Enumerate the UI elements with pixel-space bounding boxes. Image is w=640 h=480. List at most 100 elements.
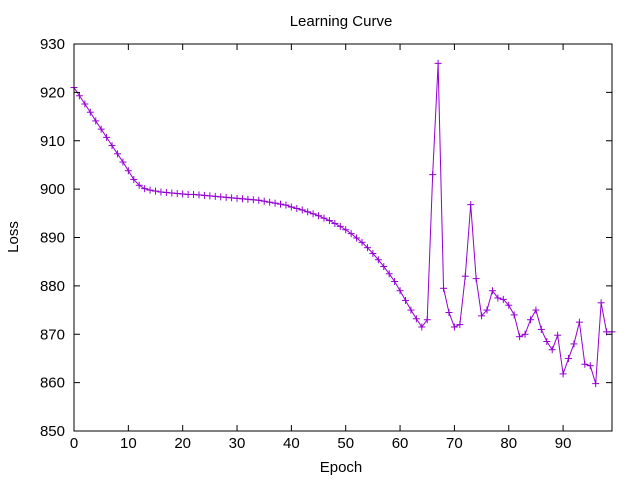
data-point bbox=[597, 299, 605, 307]
data-point bbox=[86, 108, 94, 116]
y-tick-label: 900 bbox=[40, 181, 65, 198]
data-point bbox=[266, 198, 274, 206]
data-point bbox=[342, 226, 350, 234]
data-point bbox=[434, 59, 442, 67]
tick-layer: 0 10 20 30 40 50 60 70 80 90 850 860 870 880 890 900 910… bbox=[40, 36, 612, 452]
data-point bbox=[521, 330, 529, 338]
x-axis-title: Epoch bbox=[320, 459, 363, 476]
x-tick-label: 70 bbox=[446, 435, 463, 452]
y-tick-label: 860 bbox=[40, 375, 65, 392]
series-line bbox=[73, 63, 612, 384]
data-point bbox=[380, 263, 388, 271]
data-point bbox=[450, 323, 458, 331]
data-point bbox=[287, 203, 295, 211]
data-point bbox=[97, 125, 105, 133]
data-point bbox=[391, 278, 399, 286]
data-point bbox=[75, 92, 83, 100]
data-point bbox=[461, 272, 469, 280]
data-point bbox=[570, 340, 578, 348]
x-tick-label: 60 bbox=[392, 435, 409, 452]
data-point bbox=[440, 284, 448, 292]
y-tick-label: 890 bbox=[40, 230, 65, 247]
frame-layer bbox=[73, 43, 613, 432]
data-point bbox=[592, 380, 600, 388]
plot-layer bbox=[70, 59, 616, 388]
data-point bbox=[320, 214, 328, 222]
y-tick-label: 870 bbox=[40, 326, 65, 343]
data-point bbox=[537, 325, 545, 333]
data-point bbox=[152, 187, 160, 195]
data-point bbox=[119, 158, 127, 166]
data-point bbox=[277, 200, 285, 208]
x-tick-label: 30 bbox=[229, 435, 246, 452]
x-tick-label: 80 bbox=[500, 435, 517, 452]
x-tick-label: 20 bbox=[174, 435, 191, 452]
data-point bbox=[478, 312, 486, 320]
y-tick-label: 850 bbox=[40, 423, 65, 440]
y-tick-label: 910 bbox=[40, 133, 65, 150]
data-point bbox=[516, 333, 524, 341]
data-point bbox=[113, 150, 121, 158]
data-point bbox=[336, 222, 344, 230]
data-point bbox=[331, 219, 339, 227]
data-point bbox=[130, 175, 138, 183]
data-point bbox=[407, 306, 415, 314]
data-point bbox=[586, 362, 594, 370]
data-point bbox=[369, 249, 377, 257]
data-point bbox=[385, 270, 393, 278]
data-point bbox=[505, 301, 513, 309]
y-tick-label: 930 bbox=[40, 36, 65, 53]
data-point bbox=[412, 315, 420, 323]
data-point bbox=[363, 244, 371, 252]
data-point bbox=[135, 181, 143, 189]
data-point bbox=[565, 354, 573, 362]
data-point bbox=[445, 308, 453, 316]
data-point bbox=[396, 287, 404, 295]
data-point bbox=[499, 295, 507, 303]
data-point bbox=[141, 185, 149, 193]
data-point bbox=[575, 318, 583, 326]
data-point bbox=[554, 331, 562, 339]
data-point bbox=[124, 167, 132, 175]
data-point bbox=[494, 294, 502, 302]
chart-title: Learning Curve bbox=[290, 13, 393, 30]
data-point bbox=[456, 321, 464, 329]
data-point bbox=[309, 210, 317, 218]
data-point bbox=[423, 316, 431, 324]
data-point bbox=[271, 199, 279, 207]
data-point bbox=[81, 100, 89, 108]
y-tick-label: 880 bbox=[40, 278, 65, 295]
x-tick-label: 10 bbox=[120, 435, 137, 452]
data-point bbox=[401, 296, 409, 304]
y-axis-title: Loss bbox=[5, 221, 22, 253]
data-point bbox=[467, 201, 475, 209]
data-point bbox=[293, 204, 301, 212]
data-point bbox=[108, 142, 116, 150]
data-point bbox=[260, 197, 268, 205]
data-point bbox=[304, 208, 312, 216]
data-point bbox=[488, 287, 496, 295]
data-point bbox=[483, 306, 491, 314]
data-point bbox=[543, 338, 551, 346]
data-point bbox=[255, 196, 263, 204]
data-point bbox=[298, 206, 306, 214]
y-tick-label: 920 bbox=[40, 84, 65, 101]
data-point bbox=[282, 201, 290, 209]
data-point bbox=[347, 230, 355, 238]
data-point bbox=[353, 234, 361, 242]
data-point bbox=[581, 360, 589, 368]
x-tick-label: 40 bbox=[283, 435, 300, 452]
data-point bbox=[472, 275, 480, 283]
data-point bbox=[526, 316, 534, 324]
data-point bbox=[510, 311, 518, 319]
data-point bbox=[559, 370, 567, 378]
data-point bbox=[548, 346, 556, 354]
data-point bbox=[429, 171, 437, 179]
data-point bbox=[532, 306, 540, 314]
x-tick-label: 50 bbox=[337, 435, 354, 452]
data-point bbox=[146, 186, 154, 194]
plot-frame bbox=[73, 43, 613, 432]
x-tick-label: 90 bbox=[555, 435, 572, 452]
data-point bbox=[103, 133, 111, 141]
